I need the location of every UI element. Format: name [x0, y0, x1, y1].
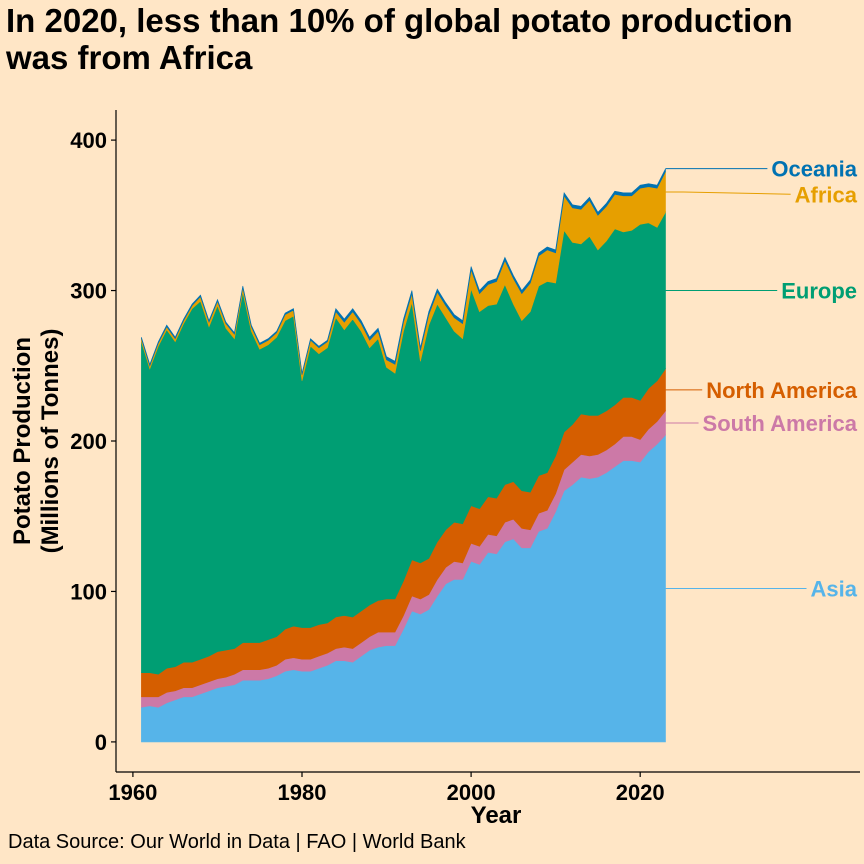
area-oceania [141, 168, 666, 375]
label-oceania: Oceania [771, 157, 857, 182]
x-tick-label: 1960 [108, 780, 157, 805]
label-europe: Europe [781, 279, 857, 304]
area-layers [141, 168, 666, 743]
label-north-america: North America [706, 378, 858, 403]
y-tick-label: 0 [95, 730, 107, 755]
x-tick-label: 1980 [278, 780, 327, 805]
x-tick-label: 2000 [447, 780, 496, 805]
x-tick-label: 2020 [616, 780, 665, 805]
y-axis-title: Potato Production(Millions of Tonnes) [9, 329, 64, 554]
label-south-america: South America [703, 411, 858, 436]
y-tick-label: 200 [70, 429, 107, 454]
x-axis-title: Year [471, 802, 522, 829]
label-africa: Africa [795, 182, 858, 207]
chart-title: In 2020, less than 10% of global potato … [6, 2, 793, 76]
y-tick-label: 300 [70, 279, 107, 304]
data-source-caption: Data Source: Our World in Data | FAO | W… [8, 831, 466, 853]
y-tick-label: 100 [70, 579, 107, 604]
axes: 0 100 200 300 400 1960 1980 2000 2020 Year Potato … [9, 110, 860, 829]
leader-line-africa [665, 191, 791, 195]
label-asia: Asia [811, 576, 858, 601]
y-tick-label: 400 [70, 128, 107, 153]
